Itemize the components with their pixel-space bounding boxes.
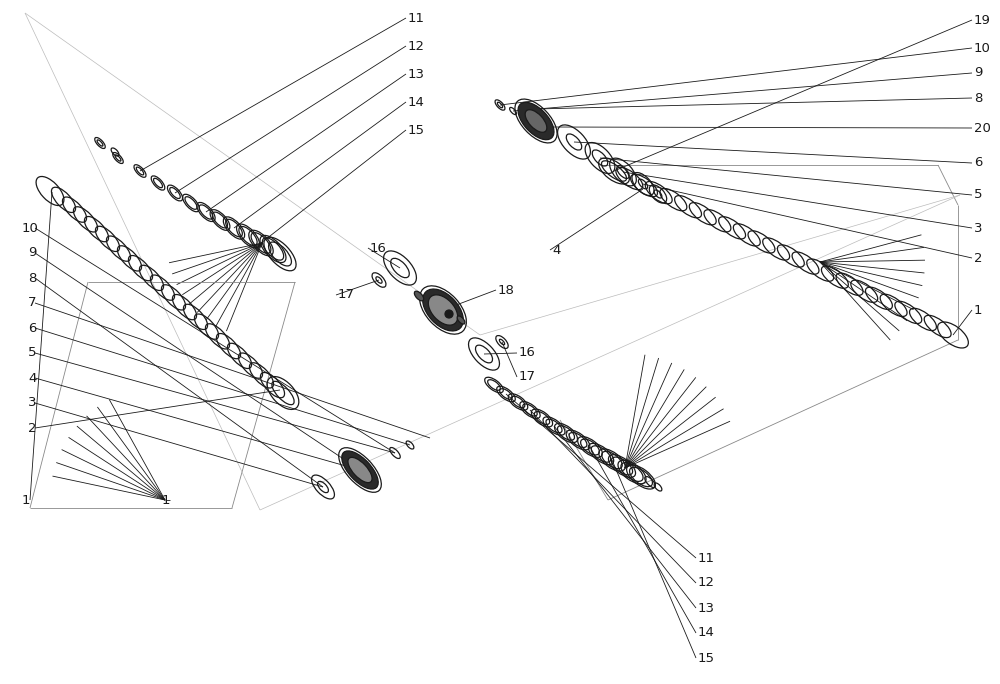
Text: 2: 2 <box>28 421 36 434</box>
Ellipse shape <box>525 109 547 132</box>
Ellipse shape <box>428 295 458 325</box>
Text: 1: 1 <box>162 493 170 506</box>
Text: 12: 12 <box>408 40 425 53</box>
Text: 15: 15 <box>698 651 715 664</box>
Text: 16: 16 <box>519 347 536 360</box>
Text: 14: 14 <box>698 627 715 640</box>
Text: 16: 16 <box>370 241 387 254</box>
Text: 13: 13 <box>408 68 425 81</box>
Text: 5: 5 <box>28 347 36 360</box>
Text: 19: 19 <box>974 14 991 27</box>
Text: 20: 20 <box>974 122 991 135</box>
Text: 6: 6 <box>28 321 36 334</box>
Text: 4: 4 <box>28 371 36 384</box>
Text: 9: 9 <box>28 246 36 259</box>
Ellipse shape <box>342 451 378 489</box>
Text: 2: 2 <box>974 252 982 265</box>
Text: 1: 1 <box>22 493 30 506</box>
Text: 7: 7 <box>28 296 36 309</box>
Text: 15: 15 <box>408 124 425 137</box>
Text: 9: 9 <box>974 66 982 79</box>
Ellipse shape <box>414 291 424 301</box>
Text: 8: 8 <box>28 272 36 285</box>
Text: 13: 13 <box>698 601 715 614</box>
Text: 11: 11 <box>698 551 715 564</box>
Circle shape <box>445 310 453 318</box>
Text: 17: 17 <box>338 289 355 302</box>
Ellipse shape <box>423 289 463 331</box>
Text: 12: 12 <box>698 577 715 590</box>
Ellipse shape <box>348 458 372 483</box>
Text: 1: 1 <box>974 304 982 317</box>
Text: 14: 14 <box>408 96 425 109</box>
Text: 10: 10 <box>22 222 39 235</box>
Text: 17: 17 <box>519 371 536 384</box>
Text: 10: 10 <box>974 42 991 55</box>
Ellipse shape <box>518 103 554 140</box>
Text: 8: 8 <box>974 92 982 105</box>
Text: 3: 3 <box>28 397 36 410</box>
Text: 5: 5 <box>974 189 982 202</box>
Text: 4: 4 <box>552 244 560 256</box>
Text: 6: 6 <box>974 157 982 170</box>
Ellipse shape <box>457 316 465 324</box>
Text: 18: 18 <box>498 283 515 296</box>
Text: 3: 3 <box>974 222 982 235</box>
Text: 11: 11 <box>408 12 425 25</box>
